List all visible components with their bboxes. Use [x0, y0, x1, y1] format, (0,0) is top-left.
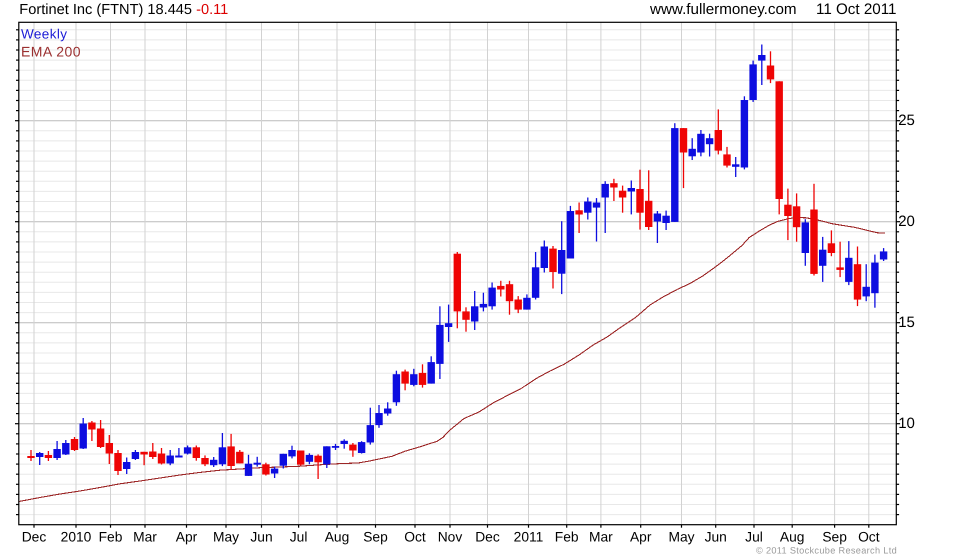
svg-text:Dec: Dec	[475, 530, 500, 545]
svg-text:Jun: Jun	[705, 530, 727, 545]
svg-text:Sep: Sep	[822, 530, 847, 545]
svg-text:10: 10	[898, 415, 915, 432]
svg-text:20: 20	[898, 213, 915, 230]
svg-text:2011: 2011	[514, 530, 544, 545]
svg-text:Mar: Mar	[589, 530, 613, 545]
svg-text:© 2011 Stockcube Research Ltd: © 2011 Stockcube Research Ltd	[756, 546, 897, 556]
svg-text:Jul: Jul	[290, 530, 308, 545]
svg-text:15: 15	[898, 314, 915, 331]
svg-text:Dec: Dec	[22, 530, 47, 545]
svg-text:Feb: Feb	[555, 530, 579, 545]
svg-text:Apr: Apr	[176, 530, 198, 545]
svg-text:Oct: Oct	[404, 530, 426, 545]
svg-text:25: 25	[898, 112, 915, 129]
svg-text:Feb: Feb	[99, 530, 123, 545]
svg-text:Nov: Nov	[438, 530, 463, 545]
svg-text:Fortinet Inc (FTNT) 18.445 -0.: Fortinet Inc (FTNT) 18.445 -0.11	[19, 2, 228, 18]
svg-text:Sep: Sep	[363, 530, 388, 545]
svg-text:Mar: Mar	[133, 530, 157, 545]
svg-text:2010: 2010	[61, 530, 92, 545]
svg-text:Aug: Aug	[325, 530, 350, 545]
svg-text:www.fullermoney.com: www.fullermoney.com	[649, 1, 797, 18]
svg-text:Jul: Jul	[745, 530, 763, 545]
svg-text:May: May	[213, 530, 239, 545]
svg-text:Oct: Oct	[858, 530, 880, 545]
svg-text:11 Oct 2011: 11 Oct 2011	[816, 1, 897, 18]
svg-text:Jun: Jun	[250, 530, 272, 545]
svg-text:EMA 200: EMA 200	[21, 44, 81, 60]
svg-text:May: May	[668, 530, 694, 545]
svg-text:Apr: Apr	[630, 530, 652, 545]
svg-text:Aug: Aug	[780, 530, 805, 545]
svg-text:Weekly: Weekly	[21, 26, 67, 41]
